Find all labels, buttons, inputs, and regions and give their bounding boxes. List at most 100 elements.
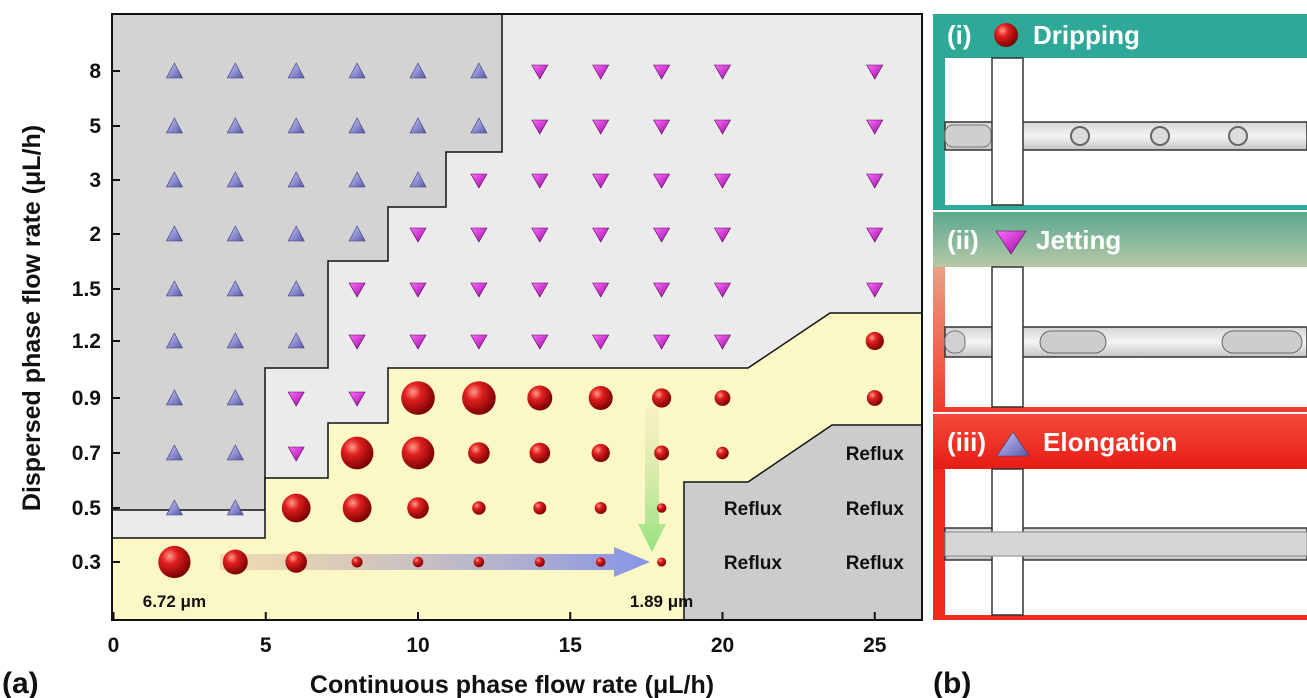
dripping-droplet-point bbox=[527, 385, 553, 411]
jetting-series bbox=[287, 64, 884, 462]
dripping-droplet-point bbox=[588, 386, 613, 410]
droplet bbox=[1150, 126, 1170, 146]
dripping-droplet-point bbox=[865, 331, 884, 351]
elongation-point bbox=[287, 332, 305, 349]
elongation-point bbox=[287, 117, 305, 134]
elongation-section-label: (iii) bbox=[947, 427, 986, 457]
elongation-point bbox=[226, 332, 244, 349]
elongation-point bbox=[226, 280, 244, 297]
magenta-triangle-down-icon bbox=[995, 230, 1027, 255]
jetting-point bbox=[866, 227, 884, 243]
elongation-point bbox=[226, 225, 244, 242]
x-tick-label: 15 bbox=[559, 634, 583, 657]
jetting-point bbox=[592, 334, 610, 350]
jetting-point bbox=[866, 119, 884, 135]
jet-plug bbox=[1039, 330, 1107, 354]
elongation-point bbox=[470, 117, 488, 134]
jetting-point bbox=[866, 173, 884, 189]
red-sphere-icon bbox=[994, 23, 1018, 47]
reflux-label: Reflux bbox=[846, 553, 905, 574]
dripping-droplet-point bbox=[657, 557, 667, 567]
dripping-droplet-point bbox=[401, 436, 435, 470]
jetting-point bbox=[409, 227, 427, 243]
x-tick-label: 25 bbox=[863, 634, 887, 657]
jetting-point bbox=[409, 282, 427, 298]
jetting-point bbox=[653, 334, 671, 350]
dripping-droplet-point bbox=[472, 501, 486, 515]
y-tick-label: 5 bbox=[89, 115, 101, 138]
elongation-point bbox=[409, 117, 427, 134]
x-tick-label: 20 bbox=[711, 634, 734, 657]
x-tick-label: 5 bbox=[260, 634, 272, 657]
reflux-label: Reflux bbox=[724, 553, 783, 574]
dripping-series bbox=[158, 331, 884, 579]
dripping-droplet-point bbox=[591, 443, 610, 463]
elongation-point bbox=[226, 389, 244, 406]
dripping-droplet-point bbox=[529, 442, 551, 464]
dripping-droplet-point bbox=[462, 381, 496, 415]
jetting-point bbox=[348, 334, 366, 350]
jetting-point bbox=[470, 227, 488, 243]
jetting-channel bbox=[944, 266, 1307, 408]
elongation-point bbox=[409, 62, 427, 79]
reflux-labels: Reflux Reflux Reflux Reflux Reflux bbox=[724, 444, 904, 574]
x-tick-label: 10 bbox=[406, 634, 429, 657]
jetting-point bbox=[531, 282, 549, 298]
jetting-point bbox=[866, 64, 884, 80]
jetting-point bbox=[531, 334, 549, 350]
elongation-point bbox=[226, 171, 244, 188]
jetting-point bbox=[592, 173, 610, 189]
elongation-point bbox=[226, 117, 244, 134]
jetting-point bbox=[713, 334, 732, 350]
dripping-droplet-point bbox=[158, 545, 191, 579]
size-annotations: 6.72 μm 1.89 μm bbox=[143, 592, 694, 611]
jetting-point bbox=[348, 391, 366, 407]
elongation-point bbox=[165, 389, 183, 406]
jetting-point bbox=[713, 282, 732, 298]
elongation-point bbox=[470, 62, 488, 79]
y-axis-ticks: 0.3 0.5 0.7 0.9 1.2 1.5 2 3 5 8 bbox=[72, 60, 120, 574]
jetting-point bbox=[470, 334, 488, 350]
reflux-label: Reflux bbox=[846, 499, 905, 520]
y-tick-label: 0.5 bbox=[72, 497, 102, 520]
jetting-point bbox=[653, 282, 671, 298]
jetting-point bbox=[592, 64, 610, 80]
elongation-point bbox=[165, 280, 183, 297]
elongation-header bbox=[933, 414, 1307, 469]
elongation-point bbox=[287, 171, 305, 188]
elongation-point bbox=[409, 171, 427, 188]
elongation-point bbox=[348, 225, 366, 242]
y-tick-label: 8 bbox=[89, 60, 101, 83]
jetting-micrograph-section: (ii) Jetting bbox=[933, 212, 1307, 412]
y-axis-title: Dispersed phase flow rate (μL/h) bbox=[18, 125, 46, 511]
x-tick-label: 0 bbox=[108, 634, 120, 657]
regime-map-plot: Reflux Reflux Reflux Reflux Reflux 6.72 μm 1.… bbox=[2, 13, 923, 698]
elongation-point bbox=[226, 499, 244, 516]
elongation-channel bbox=[944, 468, 1307, 616]
dripping-droplet-point bbox=[654, 445, 670, 461]
elongation-micrograph-section: (iii) Elongation bbox=[933, 414, 1307, 620]
jetting-point bbox=[531, 227, 549, 243]
y-tick-label: 3 bbox=[89, 169, 101, 192]
dripping-micrograph-section: (i) Dripping bbox=[933, 14, 1307, 210]
y-tick-label: 2 bbox=[89, 223, 101, 246]
reflux-label: Reflux bbox=[724, 499, 783, 520]
dripping-droplet-point bbox=[716, 446, 729, 460]
elongation-point bbox=[165, 499, 183, 516]
dripping-section-title: Dripping bbox=[1033, 20, 1140, 50]
jetting-section-title: Jetting bbox=[1036, 225, 1121, 255]
dripping-droplet-point bbox=[534, 556, 545, 568]
jetting-point bbox=[409, 334, 427, 350]
jetting-point bbox=[713, 64, 732, 80]
dripping-droplet-point bbox=[594, 502, 607, 514]
size-trend-arrows bbox=[220, 408, 666, 577]
jetting-point bbox=[713, 227, 732, 243]
jetting-point bbox=[531, 64, 549, 80]
elongation-section-title: Elongation bbox=[1043, 427, 1177, 457]
elongation-point bbox=[165, 332, 183, 349]
dripping-droplet-point bbox=[595, 557, 606, 567]
jetting-point bbox=[592, 282, 610, 298]
dripping-droplet-point bbox=[656, 503, 667, 513]
elongation-series bbox=[165, 62, 488, 516]
